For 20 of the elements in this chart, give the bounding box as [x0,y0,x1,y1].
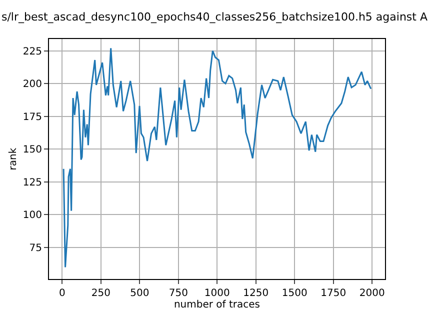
y-tick-label: 75 [29,243,42,254]
y-tick-label: 200 [22,79,42,90]
y-tick-label: 125 [22,177,42,188]
x-tick-label: 500 [130,288,150,299]
x-tick-label: 1500 [282,288,308,299]
x-tick-label: 250 [91,288,110,299]
y-axis-title: rank [8,148,19,170]
x-axis-title: number of traces [174,300,260,310]
x-tick-label: 2000 [359,288,385,299]
x-tick-label: 0 [58,288,66,299]
y-tick-label: 175 [22,112,42,123]
chart-title: s/lr_best_ascad_desync100_epochs40_classes256_batchsize100.h5 against A [2,10,428,24]
x-tick-label: 750 [168,288,188,299]
line-series [62,47,372,268]
x-tick-label: 1750 [320,288,346,299]
y-tick-label: 225 [22,46,42,58]
x-tick-label: 1000 [204,288,230,299]
x-tick-label: 1250 [243,288,269,299]
y-tick-label: 100 [22,210,42,222]
y-tick-label: 150 [22,144,42,156]
